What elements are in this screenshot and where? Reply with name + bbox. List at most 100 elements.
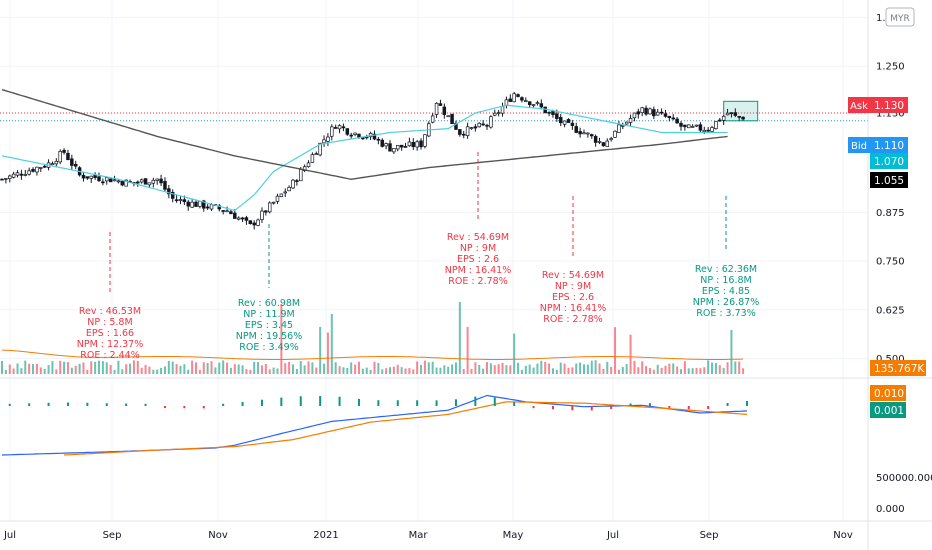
- annotation-eps: EPS : 2.6: [457, 254, 499, 265]
- volume-bar: [369, 369, 372, 374]
- macd-tag-bg: [870, 402, 906, 418]
- candle-body: [151, 179, 156, 184]
- macd-tag-bg: [870, 385, 906, 401]
- volume-bar: [672, 363, 675, 374]
- volume-bar: [214, 367, 217, 374]
- annotation-np: NP : 9M: [460, 243, 496, 254]
- volume-bar: [559, 362, 562, 374]
- histogram-bar: [474, 396, 477, 406]
- volume-bar: [718, 365, 721, 374]
- histogram-bar: [707, 406, 710, 409]
- annotation-roe: ROE : 2.78%: [448, 276, 508, 287]
- x-tick-label: Sep: [103, 530, 122, 541]
- candle-body: [376, 138, 381, 141]
- volume-bar: [493, 365, 496, 374]
- candle-body: [322, 139, 326, 144]
- candle-body: [233, 212, 237, 219]
- volume-bar: [579, 362, 582, 374]
- volume-bar: [392, 366, 395, 374]
- volume-bar: [532, 367, 535, 374]
- volume-bar: [4, 369, 7, 374]
- candle-body: [318, 142, 322, 156]
- candle-body: [112, 179, 117, 182]
- volume-bar: [486, 362, 488, 374]
- candle-body: [0, 178, 4, 181]
- candle-body: [31, 168, 35, 172]
- candle-body: [221, 210, 225, 212]
- candle-body: [609, 138, 613, 141]
- volume-bar: [660, 367, 663, 374]
- annotation-roe: ROE : 3.73%: [696, 308, 756, 319]
- histogram-bar: [183, 406, 186, 409]
- candle-body: [337, 125, 342, 130]
- candle-body: [326, 136, 330, 142]
- volume-bar: [226, 362, 229, 374]
- volume-bar: [86, 369, 89, 374]
- histogram-bar: [493, 397, 496, 406]
- annotation-rev: Rev : 62.36M: [695, 264, 757, 275]
- histogram-bar: [532, 406, 535, 409]
- candle-body: [446, 115, 450, 118]
- candle-body: [299, 169, 303, 182]
- volume-bar: [443, 365, 446, 374]
- candle-body: [170, 192, 175, 199]
- price-tag-label: Ask: [850, 101, 868, 112]
- volume-bar: [330, 314, 333, 374]
- volume-bar: [132, 360, 135, 374]
- volume-bar: [245, 369, 248, 374]
- histogram-bar: [144, 403, 147, 406]
- volume-bar: [482, 368, 485, 374]
- histogram-bar: [687, 406, 690, 410]
- volume-bar: [24, 360, 27, 374]
- volume-bar: [292, 364, 294, 374]
- candle-body: [42, 165, 47, 168]
- volume-bar: [183, 364, 186, 374]
- histogram-bar: [513, 402, 516, 406]
- candle-body: [667, 115, 672, 119]
- histogram-bar: [319, 396, 322, 406]
- currency-button[interactable]: MYR: [885, 7, 915, 27]
- candle-body: [461, 133, 466, 136]
- volume-bar: [652, 369, 655, 374]
- volume-bar: [94, 361, 97, 374]
- candle-body: [58, 151, 62, 163]
- candle-body: [388, 143, 392, 152]
- candle-body: [182, 199, 187, 202]
- candle-body: [105, 177, 109, 182]
- candle-body: [465, 126, 470, 137]
- volume-bar: [501, 362, 504, 374]
- volume-bar: [303, 365, 306, 374]
- volume-bar: [544, 361, 547, 374]
- volume-bar: [354, 364, 357, 374]
- candle-body: [341, 126, 346, 129]
- volume-bar: [707, 360, 710, 374]
- candle-body: [566, 119, 571, 123]
- annotation-rev: Rev : 60.98M: [238, 298, 300, 309]
- volume-bar: [1, 360, 3, 374]
- volume-bar: [47, 365, 50, 374]
- histogram-bar: [86, 402, 89, 406]
- volume-bar: [319, 326, 322, 374]
- volume-bar: [90, 361, 93, 374]
- time-axis[interactable]: Jul Sep Nov 2021 Mar May Jul Sep Nov: [3, 530, 853, 541]
- volume-bar: [105, 362, 108, 374]
- candle-body: [741, 116, 745, 120]
- volume-bar: [206, 363, 209, 374]
- candle-body: [384, 143, 388, 147]
- volume-bar: [78, 363, 81, 374]
- volume-bar: [160, 367, 163, 374]
- macd-tick-label: 500000.000: [876, 473, 932, 484]
- candle-body: [159, 178, 163, 184]
- volume-bar: [272, 367, 275, 374]
- volume-bar: [738, 361, 741, 374]
- volume-bar: [342, 367, 345, 374]
- candle-body: [458, 129, 462, 135]
- volume-bar: [524, 365, 527, 374]
- volume-bar: [195, 362, 197, 374]
- volume-bar: [140, 367, 143, 374]
- macd-tag-value: 0.010: [874, 388, 904, 400]
- candle-body: [205, 206, 210, 209]
- annotation-npm: NPM : 12.37%: [77, 339, 144, 350]
- candle-body: [101, 181, 105, 184]
